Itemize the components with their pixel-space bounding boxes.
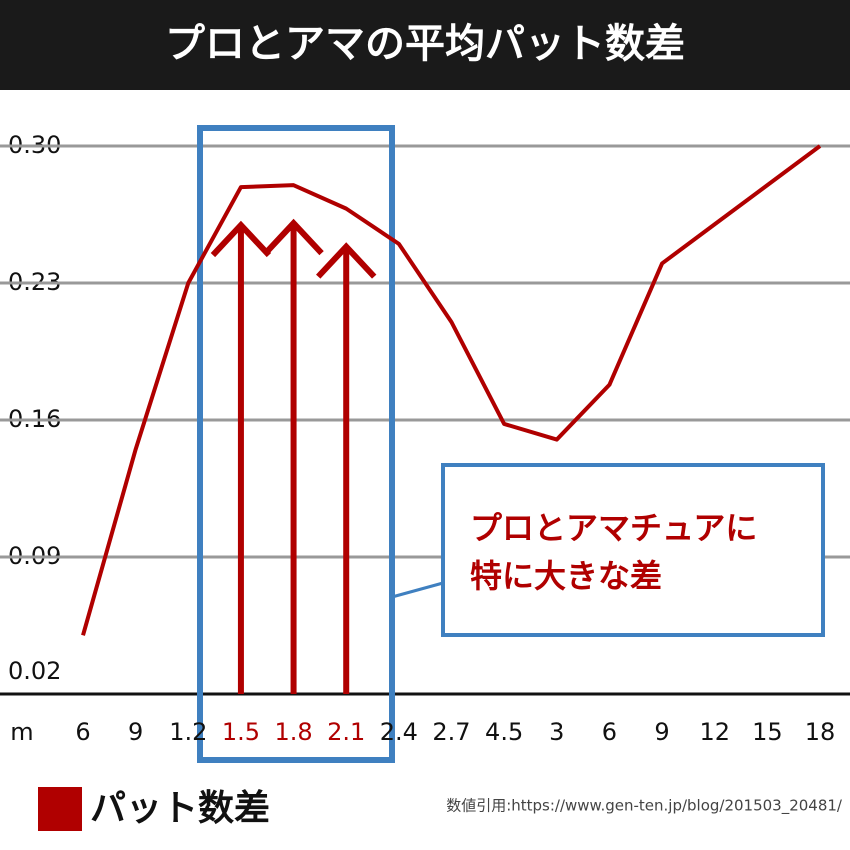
x-axis-label: m [10,718,33,746]
x-tick-label: 1.2 [169,718,207,746]
chart-title: プロとアマの平均パット数差 [165,21,685,67]
y-tick-label: 0.02 [8,657,61,685]
callout-box [441,463,825,637]
x-tick-label: 18 [805,718,836,746]
highlight-box [197,125,395,763]
source: 数値引用:https://www.gen-ten.jp/blog/201503_… [446,797,843,816]
annotation: プロとアマチュアに [470,509,757,547]
x-tick-label: 2.4 [380,718,418,746]
arrow [210,220,272,694]
x-tick-label: 9 [654,718,669,746]
annotation: 特に大きな差 [470,557,662,595]
arrow [316,242,377,694]
data-line [81,144,822,636]
x-tick-label: 12 [699,718,730,746]
x-tick-label: 6 [602,718,617,746]
title-bar [0,0,850,90]
arrow [263,218,324,694]
x-tick-label: 2.1 [327,718,365,746]
x-tick-label: 3 [549,718,564,746]
x-tick-label: 2.7 [432,718,470,746]
x-tick-label: 1.5 [222,718,260,746]
x-tick-label: 6 [75,718,90,746]
x-tick-label: 4.5 [485,718,523,746]
callout-connector [391,581,444,599]
x-tick-label: 1.8 [274,718,312,746]
x-tick-label: 15 [752,718,783,746]
x-tick-label: 9 [128,718,143,746]
legend-label: パット数差 [90,788,270,829]
legend-swatch [38,787,82,831]
